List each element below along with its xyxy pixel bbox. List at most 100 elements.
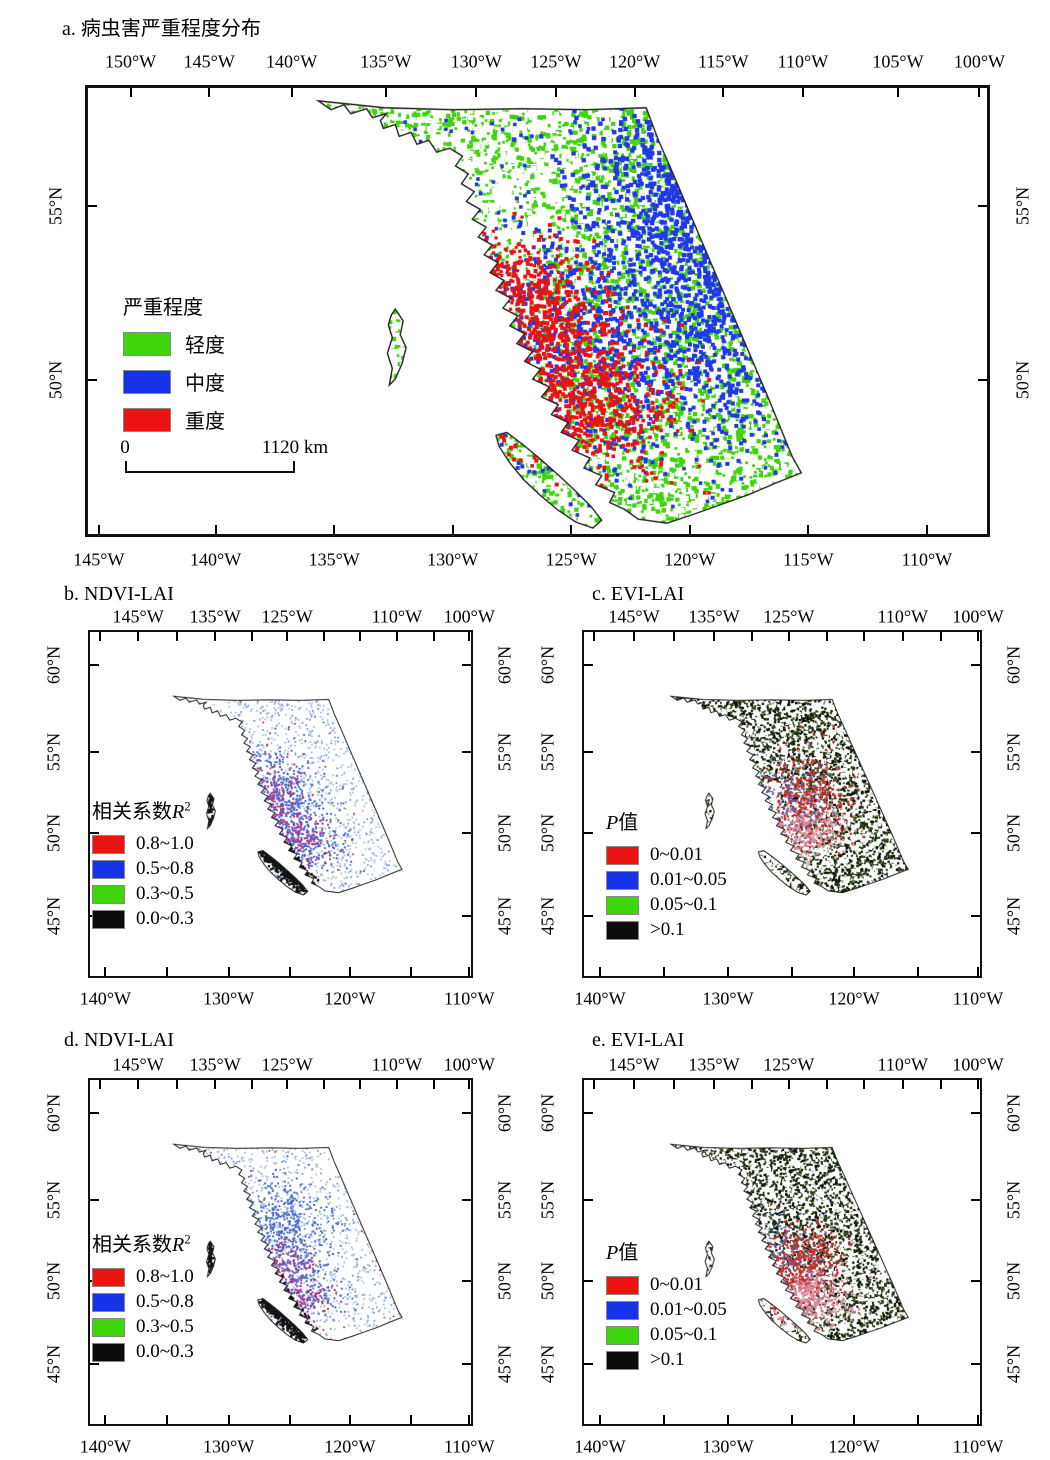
- legend-items: 0.8~1.0 0.5~0.8 0.3~0.5 0.0~0.3: [92, 833, 194, 930]
- axis-tick-label: 60°N: [1003, 645, 1024, 685]
- axis-tick-label: 130°W: [450, 51, 502, 72]
- legend-label: 轻度: [185, 335, 225, 357]
- axis-tick-label: 55°N: [537, 732, 558, 772]
- axis-tick-label: 45°N: [494, 896, 515, 935]
- axis-tick-label: 105°W: [872, 51, 924, 72]
- legend-title: P值: [606, 812, 639, 834]
- axis-tick-bottom: [727, 967, 729, 976]
- axis-tick-top: [787, 632, 790, 641]
- axis-tick-label: 60°N: [494, 1093, 515, 1133]
- panel-b-map-frame: 相关系数R2 0.8~1.0 0.5~0.8 0.3~0.5 0.0~0.3 145°…: [44, 607, 515, 1009]
- legend-swatch: [606, 1350, 639, 1370]
- panel-a-map-canvas: [88, 88, 987, 534]
- axis-tick-label: 145°W: [608, 606, 660, 627]
- axis-tick-right: [971, 914, 980, 917]
- panel-c-legend: P值 0~0.01 0.01~0.05 0.05~0.1 >0.1: [606, 806, 727, 944]
- axis-tick-label: 60°N: [537, 1093, 558, 1133]
- legend-item: 0.5~0.8: [92, 1291, 194, 1313]
- legend-items: 轻度 中度 重度: [123, 329, 225, 434]
- legend-label: >0.1: [650, 1349, 685, 1370]
- axis-tick-label: 145°W: [183, 51, 235, 72]
- axis-tick-label: 50°N: [43, 1262, 64, 1301]
- axis-tick-right: [462, 1112, 471, 1115]
- axis-tick-top: [432, 1080, 435, 1089]
- axis-tick-top: [787, 1080, 790, 1089]
- axis-tick-right: [978, 204, 987, 207]
- axis-tick-bottom: [688, 525, 691, 534]
- axis-tick-left: [584, 914, 593, 917]
- scale-bar-start: 0: [120, 437, 130, 458]
- axis-tick-left: [584, 664, 593, 667]
- panel-d-title: d. NDVI-LAI: [64, 1029, 174, 1051]
- axis-tick-top: [673, 1080, 675, 1089]
- axis-tick-label: 135°W: [189, 1054, 241, 1075]
- legend-swatch: [606, 895, 639, 915]
- scale-bar-end: 1120 km: [261, 437, 329, 458]
- axis-tick-left: [90, 1112, 99, 1115]
- axis-tick-label: 50°N: [1003, 814, 1024, 853]
- legend-item: 轻度: [123, 329, 225, 358]
- legend-label: 0.5~0.8: [136, 1291, 194, 1312]
- axis-tick-label: 55°N: [1012, 186, 1033, 226]
- axis-tick-bottom: [925, 525, 928, 534]
- axis-tick-bottom: [348, 967, 351, 976]
- axis-tick-bottom: [663, 1415, 665, 1424]
- axis-tick-label: 45°N: [1003, 896, 1024, 935]
- axis-tick-bottom: [468, 1415, 471, 1424]
- axis-tick-label: 125°W: [763, 606, 815, 627]
- axis-tick-top: [250, 632, 253, 641]
- panel-e-legend: P值 0~0.01 0.01~0.05 0.05~0.1 >0.1: [606, 1236, 727, 1374]
- axis-tick-label: 110°W: [443, 988, 495, 1009]
- axis-tick-label: 130°W: [203, 988, 255, 1009]
- axis-tick-top: [129, 88, 132, 97]
- axis-tick-top: [673, 632, 675, 641]
- axis-tick-top: [593, 1080, 595, 1089]
- legend-item: 0.0~0.3: [92, 1341, 194, 1363]
- axis-tick-label: 120°W: [664, 549, 716, 570]
- axis-tick-top: [977, 1080, 979, 1089]
- legend-item: 0.5~0.8: [92, 858, 194, 880]
- axis-tick-top: [468, 632, 471, 641]
- axis-tick-left: [88, 204, 97, 207]
- axis-tick-label: 55°N: [537, 1180, 558, 1220]
- legend-swatch: [606, 920, 639, 940]
- axis-tick-label: 120°W: [609, 51, 661, 72]
- axis-tick-bottom: [289, 1415, 292, 1424]
- legend-label: 中度: [185, 373, 225, 395]
- axis-tick-label: 60°N: [43, 645, 64, 685]
- axis-tick-left: [584, 1362, 593, 1365]
- panel-a-title: a. 病虫害严重程度分布: [62, 18, 261, 40]
- panel-d-map-frame: 相关系数R2 0.8~1.0 0.5~0.8 0.3~0.5 0.0~0.3 145°…: [44, 1055, 515, 1457]
- axis-tick-label: 115°W: [698, 51, 749, 72]
- axis-tick-top: [395, 1080, 398, 1089]
- legend-swatch: [123, 331, 171, 356]
- legend-label: 重度: [185, 411, 225, 433]
- axis-tick-top: [250, 1080, 253, 1089]
- axis-tick-bottom: [807, 525, 810, 534]
- legend-title: P值: [606, 1242, 639, 1264]
- axis-tick-right: [971, 751, 980, 754]
- axis-tick-label: 135°W: [308, 549, 360, 570]
- axis-tick-right: [971, 664, 980, 667]
- axis-tick-label: 100°W: [443, 1054, 495, 1075]
- axis-tick-top: [713, 632, 715, 641]
- axis-tick-bottom: [853, 1415, 855, 1424]
- axis-tick-label: 45°N: [494, 1344, 515, 1383]
- axis-tick-right: [971, 1362, 980, 1365]
- axis-tick-label: 50°N: [1012, 360, 1033, 400]
- legend-item: 0.8~1.0: [92, 1266, 194, 1288]
- legend-swatch: [123, 407, 171, 432]
- legend-item: 0.01~0.05: [606, 1299, 727, 1321]
- legend-swatch: [92, 1342, 125, 1362]
- axis-tick-left: [90, 832, 99, 835]
- axis-tick-top: [940, 1080, 943, 1089]
- legend-item: 0.0~0.3: [92, 908, 194, 930]
- axis-tick-left: [584, 1199, 593, 1202]
- axis-tick-top: [722, 88, 725, 97]
- axis-tick-left: [90, 1362, 99, 1365]
- axis-tick-top: [863, 1080, 865, 1089]
- axis-tick-top: [554, 88, 557, 97]
- panel-a-map-frame: 严重程度 轻度 中度 重度 0 1120 km 150°W 145°W 140°W 135…: [46, 52, 1033, 570]
- axis-tick-label: 45°N: [537, 1344, 558, 1383]
